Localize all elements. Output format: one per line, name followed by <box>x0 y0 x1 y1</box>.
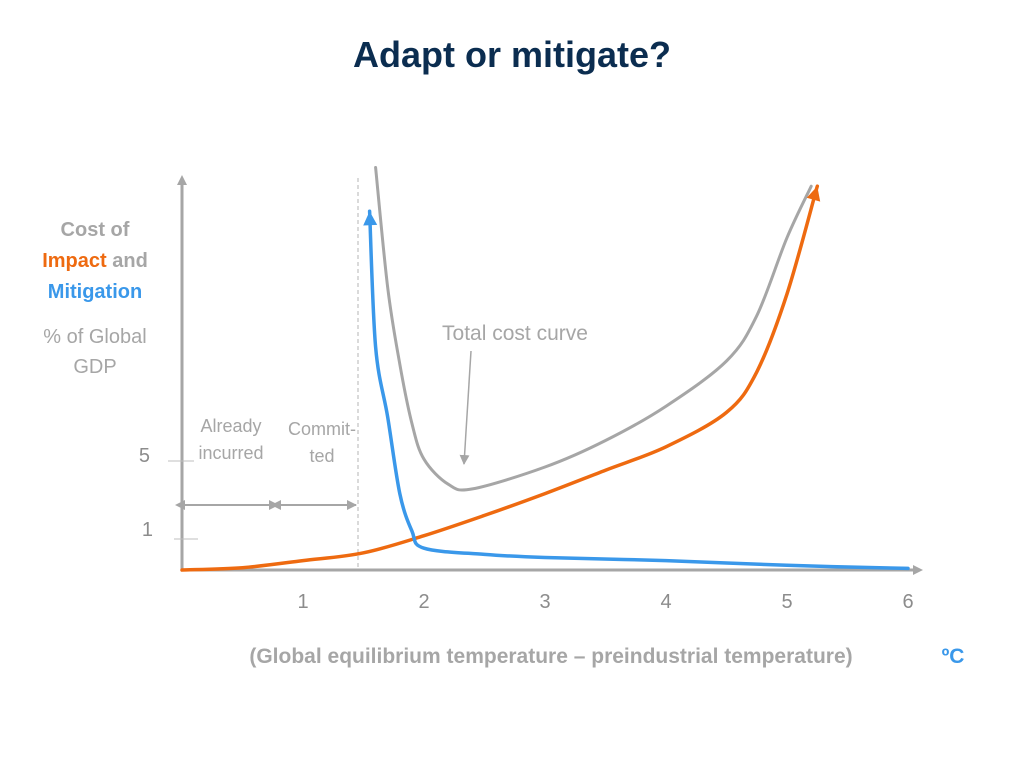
x-tick-label-4: 4 <box>660 591 671 613</box>
x-axis-caption: (Global equilibrium temperature – preind… <box>249 645 852 668</box>
mitigation-curve <box>367 209 910 571</box>
y-tick-label-5: 5 <box>139 445 150 467</box>
y-label-impact: Impact <box>42 250 107 272</box>
x-tick-label-2: 2 <box>418 591 429 613</box>
x-tick-label-1: 1 <box>297 591 308 613</box>
total-cost-curve <box>374 166 813 492</box>
total-cost-label: Total cost curve <box>442 322 588 345</box>
x-axis-unit: ºC <box>942 645 965 668</box>
y-unit-line1: % of Global <box>43 326 147 348</box>
already-incurred-label-2: incurred <box>198 443 263 463</box>
y-unit-line2: GDP <box>73 356 117 378</box>
impact-arrowhead <box>806 186 821 202</box>
x-tick-label-5: 5 <box>781 591 792 613</box>
chart-title: Adapt or mitigate? <box>352 34 671 75</box>
y-axis-label: Cost of Impact and Mitigation % of Globa… <box>10 215 180 382</box>
x-tick-label-6: 6 <box>902 591 913 613</box>
already-incurred-label-1: Already <box>200 416 261 436</box>
y-label-and: and <box>112 250 148 272</box>
y-label-mitigation: Mitigation <box>47 281 143 303</box>
committed-label-1: Commit- <box>288 419 356 439</box>
y-tick-label-1: 1 <box>142 519 153 541</box>
x-tick-label-3: 3 <box>539 591 550 613</box>
committed-label-2: ted <box>309 446 334 466</box>
y-label-cost-of: Cost of <box>60 219 130 241</box>
impact-curve <box>180 184 820 572</box>
mitigation-arrowhead <box>363 211 378 226</box>
total-cost-pointer <box>459 350 472 465</box>
